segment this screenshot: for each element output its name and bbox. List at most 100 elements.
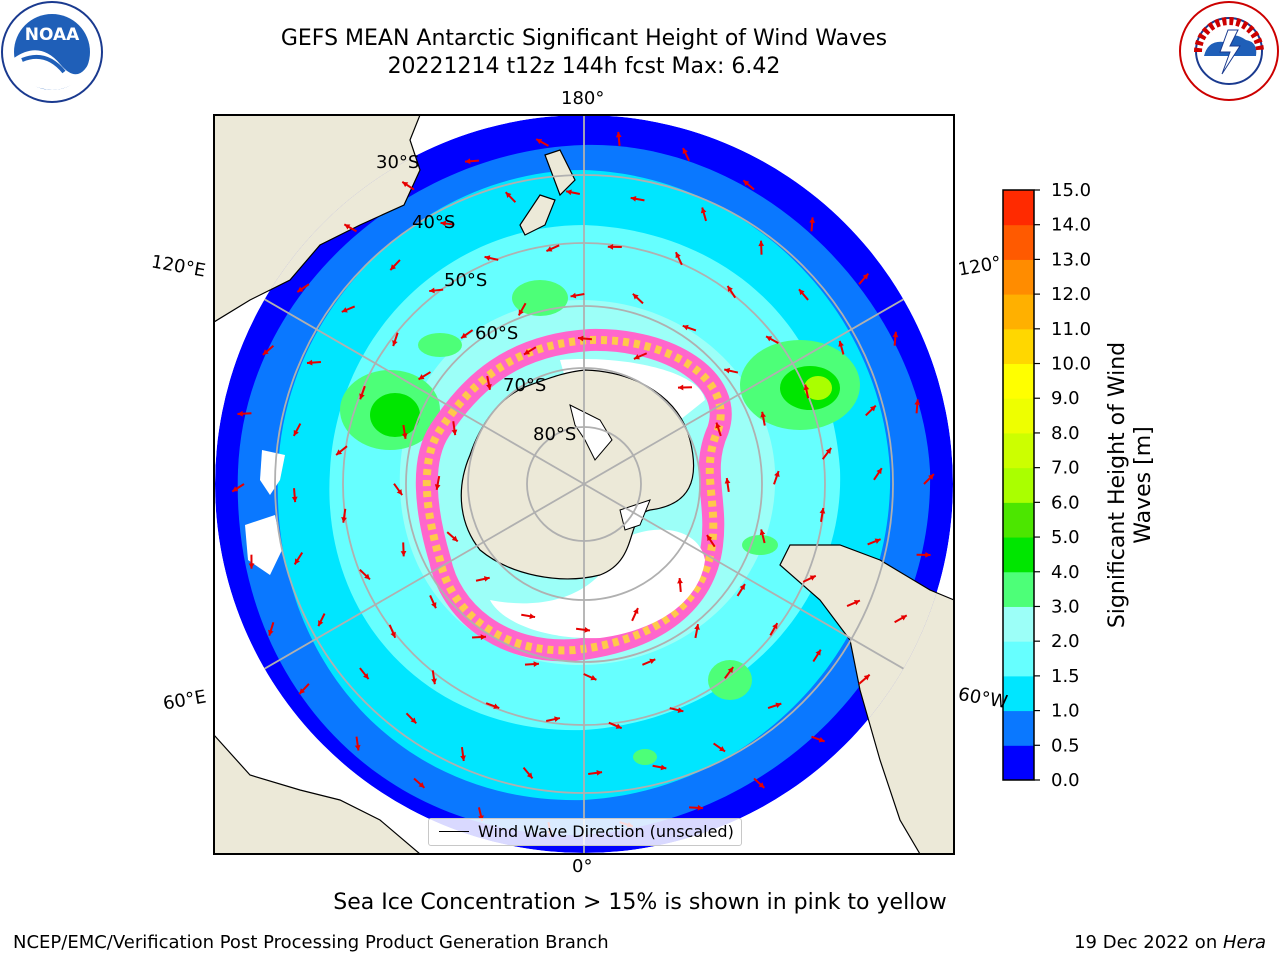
wind-arrow-head (294, 558, 300, 565)
footer-date: 19 Dec 2022 on Hera (1074, 932, 1266, 953)
wind-arrow-head (418, 782, 425, 788)
colorbar-tick-label: 1.5 (1051, 666, 1080, 687)
colorbar-tick-label: 1.0 (1051, 701, 1080, 722)
wind-arrow-head (554, 716, 560, 722)
wind-arrow-head (633, 354, 640, 360)
wind-arrow-head (248, 563, 255, 569)
wind-arrow-head (584, 626, 590, 633)
colorbar-tick-label: 14.0 (1051, 215, 1091, 236)
wind-arrow-head (766, 336, 773, 342)
colorbar-segment (1003, 224, 1034, 260)
colorbar-tick-label: 5.0 (1051, 527, 1080, 548)
wind-arrow-head (402, 181, 409, 188)
colorbar-segment (1003, 467, 1034, 503)
wind-arrow-head (460, 755, 466, 761)
wind-arrow-head (809, 575, 816, 581)
wind-arrow-head (451, 535, 458, 542)
wind-arrow-head (566, 189, 572, 196)
wind-arrow-head (892, 331, 899, 338)
wind-arrow-head (900, 615, 907, 621)
wind-arrow-head (293, 429, 299, 436)
wind-arrow-head (318, 620, 324, 627)
wind-arrow-head (536, 139, 543, 145)
wind-arrow-head (825, 448, 832, 454)
wind-arrow-head (914, 399, 921, 405)
wind-arrow-head (341, 517, 347, 523)
lat-label-50s: 50°S (444, 270, 488, 291)
wind-arrow-head (297, 286, 304, 292)
wind-arrow-head (760, 411, 766, 418)
wind-arrow-head (390, 264, 397, 271)
wind-arrow-head (775, 702, 782, 709)
lat-label-70s: 70°S (503, 375, 547, 396)
wind-arrow-head (727, 667, 734, 674)
wind-arrow-head (434, 484, 441, 490)
wind-arrow-head (484, 255, 491, 261)
wind-arrow-head (700, 207, 707, 214)
wind-arrow-head (715, 422, 721, 429)
colorbar-tick-label: 2.0 (1051, 631, 1080, 652)
wind-arrow-head (607, 243, 614, 250)
wind-arrow-head (803, 384, 810, 391)
colorbar-segment (1003, 745, 1034, 781)
footer-date-text: 19 Dec 2022 on (1074, 932, 1223, 953)
wind-arrow-head (493, 703, 500, 709)
wind-arrow-head (928, 474, 934, 480)
wind-arrow-head (615, 723, 622, 729)
wind-arrow-head (724, 478, 731, 484)
colorbar-segment (1003, 294, 1034, 330)
lon-label-0: 0° (572, 856, 593, 877)
wind-arrow-head (526, 772, 533, 779)
wind-arrow-head (306, 359, 313, 366)
wind-arrow-head (697, 804, 704, 811)
wind-arrow-head (677, 384, 684, 391)
wind-arrow-head (232, 486, 239, 492)
wind-arrow-head (632, 293, 639, 300)
colorbar: 0.0 0.5 1.0 1.5 2.0 3.0 4.0 5.0 6.0 7.0 8.0 9.0 10.0… (1002, 180, 1091, 791)
wind-arrow-head (758, 240, 765, 247)
lat-label-30s: 30°S (376, 152, 420, 173)
wind-arrow-head (596, 769, 603, 776)
wind-arrow-head (299, 688, 306, 695)
wind-arrow-head (758, 782, 765, 788)
colorbar-segment (1003, 259, 1034, 295)
wind-arrow-head (869, 405, 876, 412)
wind-arrow-head (772, 623, 778, 630)
wind-arrow-head (739, 584, 745, 591)
colorbar-tick-label: 6.0 (1051, 492, 1080, 513)
wind-arrow-head (630, 196, 637, 202)
wind-arrow-head (853, 599, 860, 606)
wind-arrow-head (815, 649, 821, 656)
map-legend: Wind Wave Direction (unscaled) (428, 818, 742, 846)
wind-arrow-head (706, 535, 713, 542)
wind-arrow-head (529, 613, 536, 620)
wind-arrow-head (633, 608, 639, 615)
wind-arrow-head (838, 340, 844, 347)
colorbar-label: Significant Height of Wind Waves [m] (1105, 341, 1156, 629)
chart-subtitle: 20221214 t12z 144h fcst Max: 6.42 (387, 54, 781, 79)
wind-arrow-head (483, 576, 490, 582)
colorbar-segment (1003, 710, 1034, 746)
wind-arrow-head (336, 449, 343, 455)
wind-arrow-head (359, 393, 365, 400)
wind-arrow-head (570, 292, 577, 299)
wind-arrow-head (390, 631, 396, 638)
colorbar-tick-label: 8.0 (1051, 423, 1080, 444)
colorbar-tick-label: 7.0 (1051, 458, 1080, 479)
wind-arrow-head (774, 471, 780, 478)
colorbar-tick-label: 15.0 (1051, 180, 1091, 201)
lat-label-40s: 40°S (412, 212, 456, 233)
wind-arrow-head (615, 131, 622, 138)
lon-label-180: 180° (561, 88, 605, 109)
colorbar-segment (1003, 641, 1034, 677)
wind-arrow-head (451, 429, 458, 436)
colorbar-tick-label: 0.0 (1051, 770, 1080, 791)
wind-arrow-head (719, 746, 726, 752)
wind-arrow-head (363, 673, 369, 680)
colorbar-segment (1003, 571, 1034, 607)
wind-arrow-head (480, 634, 487, 640)
lat-label-80s: 80°S (533, 424, 577, 445)
wind-arrow-head (418, 374, 425, 380)
colorbar-segment (1003, 328, 1034, 365)
noaa-logo: NOAA (1, 1, 103, 103)
